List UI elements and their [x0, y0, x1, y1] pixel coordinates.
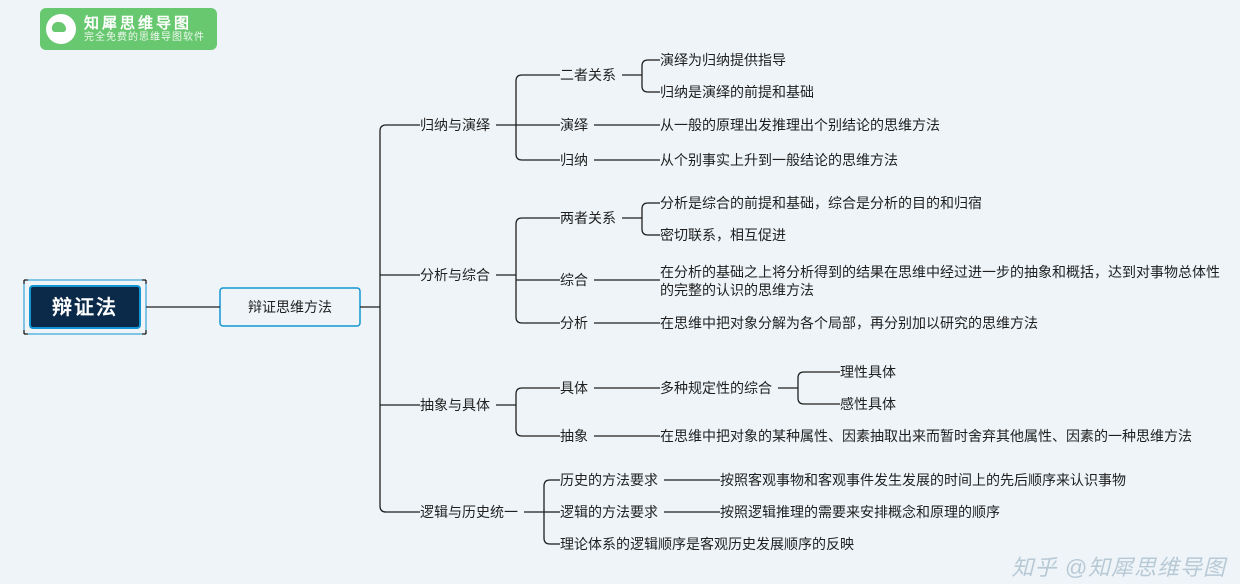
- mindmap-node: 从一般的原理出发推理出个别结论的思维方法: [660, 117, 940, 133]
- mindmap-node: 分析是综合的前提和基础，综合是分析的目的和归宿: [660, 195, 982, 211]
- mindmap-node: 演绎: [560, 117, 588, 133]
- sub-node: 辩证思维方法: [248, 299, 332, 315]
- mindmap-node: 归纳与演绎: [420, 117, 490, 133]
- mindmap-node: 演绎为归纳提供指导: [660, 52, 786, 68]
- mindmap-node: 综合: [560, 272, 588, 288]
- mindmap-node: 历史的方法要求: [560, 472, 658, 488]
- mindmap-node: 按照客观事物和客观事件发生发展的时间上的先后顺序来认识事物: [720, 472, 1126, 488]
- mindmap-node: 逻辑的方法要求: [560, 504, 658, 520]
- mindmap-node: 理论体系的逻辑顺序是客观历史发展顺序的反映: [560, 536, 854, 552]
- mindmap-node: 具体: [560, 380, 588, 396]
- mindmap-node: 在思维中把对象分解为各个局部，再分别加以研究的思维方法: [660, 315, 1038, 331]
- mindmap-node: 分析: [560, 315, 588, 331]
- mindmap-node: 分析与综合: [420, 267, 490, 283]
- mindmap-node: 多种规定性的综合: [660, 380, 772, 396]
- mindmap-canvas: 辩证法 辩证思维方法 归纳与演绎 二者关系 演绎为归纳提供指导归纳是演绎的前提和基础演绎…: [0, 0, 1240, 584]
- mindmap-node: 在思维中把对象的某种属性、因素抽取出来而暂时舍弃其他属性、因素的一种思维方法: [660, 428, 1192, 444]
- root-node: 辩证法: [52, 295, 118, 319]
- mindmap-node: 二者关系: [560, 67, 616, 83]
- mindmap-node: 密切联系，相互促进: [660, 227, 786, 243]
- mindmap-node: 从个别事实上升到一般结论的思维方法: [660, 152, 898, 168]
- mindmap-node: 逻辑与历史统一: [420, 504, 518, 520]
- mindmap-node: 归纳是演绎的前提和基础: [660, 84, 814, 100]
- mindmap-node: 归纳: [560, 152, 588, 168]
- mindmap-node: 在分析的基础之上将分析得到的结果在思维中经过进一步的抽象和概括，达到对事物总体性: [660, 264, 1220, 280]
- mindmap-node: 抽象: [560, 428, 588, 444]
- mindmap-node: 按照逻辑推理的需要来安排概念和原理的顺序: [720, 504, 1000, 520]
- mindmap-node: 理性具体: [840, 364, 896, 380]
- mindmap-node: 的完整的认识的思维方法: [660, 282, 814, 298]
- mindmap-node: 感性具体: [840, 396, 896, 412]
- mindmap-node: 抽象与具体: [420, 397, 490, 413]
- watermark: 知乎 @知犀思维导图: [1012, 550, 1226, 582]
- mindmap-node: 两者关系: [560, 210, 616, 226]
